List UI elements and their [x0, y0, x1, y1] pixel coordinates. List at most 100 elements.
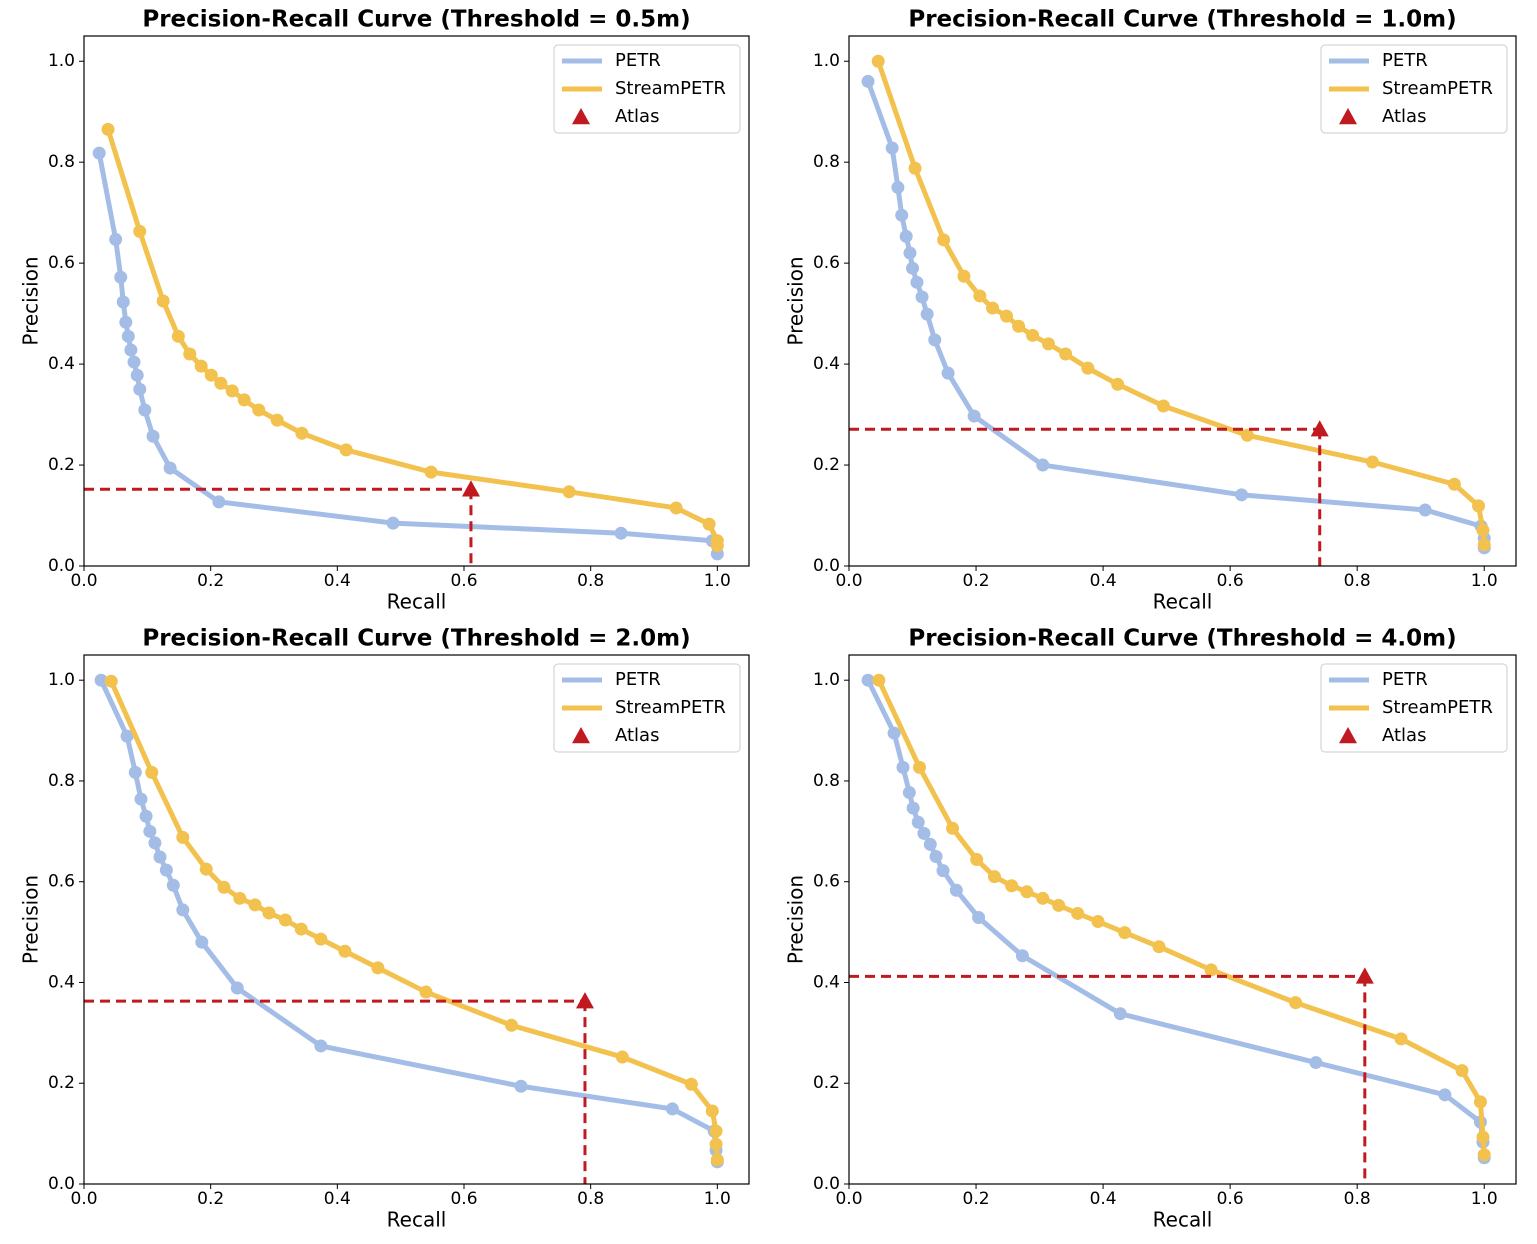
data-point — [94, 673, 108, 687]
data-point — [908, 161, 922, 175]
data-point — [614, 526, 628, 540]
data-point — [967, 409, 981, 423]
data-point — [1118, 926, 1132, 940]
data-point — [1091, 915, 1105, 929]
y-tick-label: 0.6 — [48, 872, 75, 892]
subplot: Precision-Recall Curve (Threshold = 1.0m… — [784, 7, 1517, 614]
y-tick-label: 0.8 — [813, 771, 840, 791]
data-point — [910, 275, 924, 289]
subplot: Precision-Recall Curve (Threshold = 0.5m… — [19, 7, 750, 614]
x-tick-label: 0.6 — [450, 1189, 477, 1209]
chart-title: Precision-Recall Curve (Threshold = 1.0m… — [908, 7, 1456, 33]
data-point — [130, 368, 144, 382]
subplot: Precision-Recall Curve (Threshold = 2.0m… — [19, 626, 750, 1232]
x-tick-label: 0.8 — [577, 571, 604, 591]
legend-box — [553, 44, 741, 134]
data-point — [166, 878, 180, 892]
data-point — [214, 376, 228, 390]
data-point — [278, 913, 292, 927]
data-point — [899, 229, 913, 243]
data-point — [124, 343, 138, 357]
y-tick-label: 1.0 — [813, 51, 840, 71]
data-point — [270, 413, 284, 427]
legend-label: PETR — [615, 50, 661, 71]
data-point — [314, 932, 328, 946]
data-point — [419, 985, 433, 999]
data-point — [957, 269, 971, 283]
x-axis-label: Recall — [1153, 590, 1213, 614]
data-point — [121, 329, 135, 343]
data-point — [1438, 1088, 1452, 1102]
chart-title: Precision-Recall Curve (Threshold = 0.5m… — [142, 7, 690, 33]
data-point — [861, 74, 875, 88]
y-tick-label: 0.2 — [813, 1073, 840, 1093]
data-point — [669, 501, 683, 515]
y-tick-label: 1.0 — [813, 670, 840, 690]
x-tick-label: 0.6 — [450, 571, 477, 591]
data-point — [1309, 1056, 1323, 1070]
data-point — [1059, 347, 1073, 361]
data-point — [133, 382, 147, 396]
data-point — [915, 290, 929, 304]
y-tick-label: 0.8 — [813, 152, 840, 172]
data-point — [101, 122, 115, 136]
data-point — [138, 403, 152, 417]
x-tick-label: 0.4 — [1090, 571, 1117, 591]
data-point — [1111, 377, 1125, 391]
y-tick-label: 0.2 — [48, 455, 75, 475]
x-tick-label: 0.2 — [963, 571, 990, 591]
data-point — [183, 347, 197, 361]
data-point — [1026, 328, 1040, 342]
series-line — [865, 80, 1487, 548]
data-point — [937, 233, 951, 247]
data-point — [1418, 503, 1432, 517]
data-point — [1000, 309, 1014, 323]
x-tick-label: 0.4 — [324, 571, 351, 591]
x-tick-label: 0.4 — [1090, 1189, 1117, 1209]
data-point — [295, 426, 309, 440]
data-point — [424, 465, 438, 479]
data-point — [887, 726, 901, 740]
data-point — [906, 801, 920, 815]
data-point — [252, 403, 266, 417]
data-point — [903, 246, 917, 260]
x-tick-label: 1.0 — [704, 1189, 731, 1209]
y-tick-label: 0.0 — [48, 1174, 75, 1194]
y-tick-label: 1.0 — [48, 51, 75, 71]
data-point — [128, 765, 142, 779]
legend-label: Atlas — [1382, 725, 1426, 746]
data-point — [233, 891, 247, 905]
data-point — [163, 461, 177, 475]
data-point — [902, 786, 916, 800]
data-point — [920, 307, 934, 321]
data-point — [911, 815, 925, 829]
data-point — [146, 429, 160, 443]
data-point — [127, 355, 141, 369]
atlas-marker — [575, 992, 594, 1009]
x-tick-label: 0.2 — [197, 1189, 224, 1209]
data-point — [702, 517, 716, 531]
data-point — [199, 862, 213, 876]
y-tick-label: 0.6 — [813, 872, 840, 892]
data-point — [217, 880, 231, 894]
legend-swatch — [572, 727, 590, 744]
legend-label: StreamPETR — [615, 78, 726, 99]
data-point — [562, 485, 576, 499]
y-tick-label: 0.8 — [48, 152, 75, 172]
data-point — [710, 1153, 724, 1167]
data-point — [917, 826, 931, 840]
data-point — [885, 141, 899, 155]
data-point — [1204, 963, 1218, 977]
data-point — [986, 301, 1000, 315]
chart-title: Precision-Recall Curve (Threshold = 4.0m… — [908, 626, 1456, 652]
x-axis-label: Recall — [387, 590, 447, 614]
legend-swatch — [572, 108, 590, 125]
legend: PETR StreamPETR Atlas — [1320, 663, 1508, 753]
subplot: Precision-Recall Curve (Threshold = 4.0m… — [784, 626, 1517, 1232]
data-point — [1476, 523, 1490, 537]
data-point — [505, 1018, 518, 1032]
data-point — [1015, 949, 1029, 963]
legend-label: PETR — [1382, 50, 1428, 71]
data-point — [148, 836, 162, 850]
